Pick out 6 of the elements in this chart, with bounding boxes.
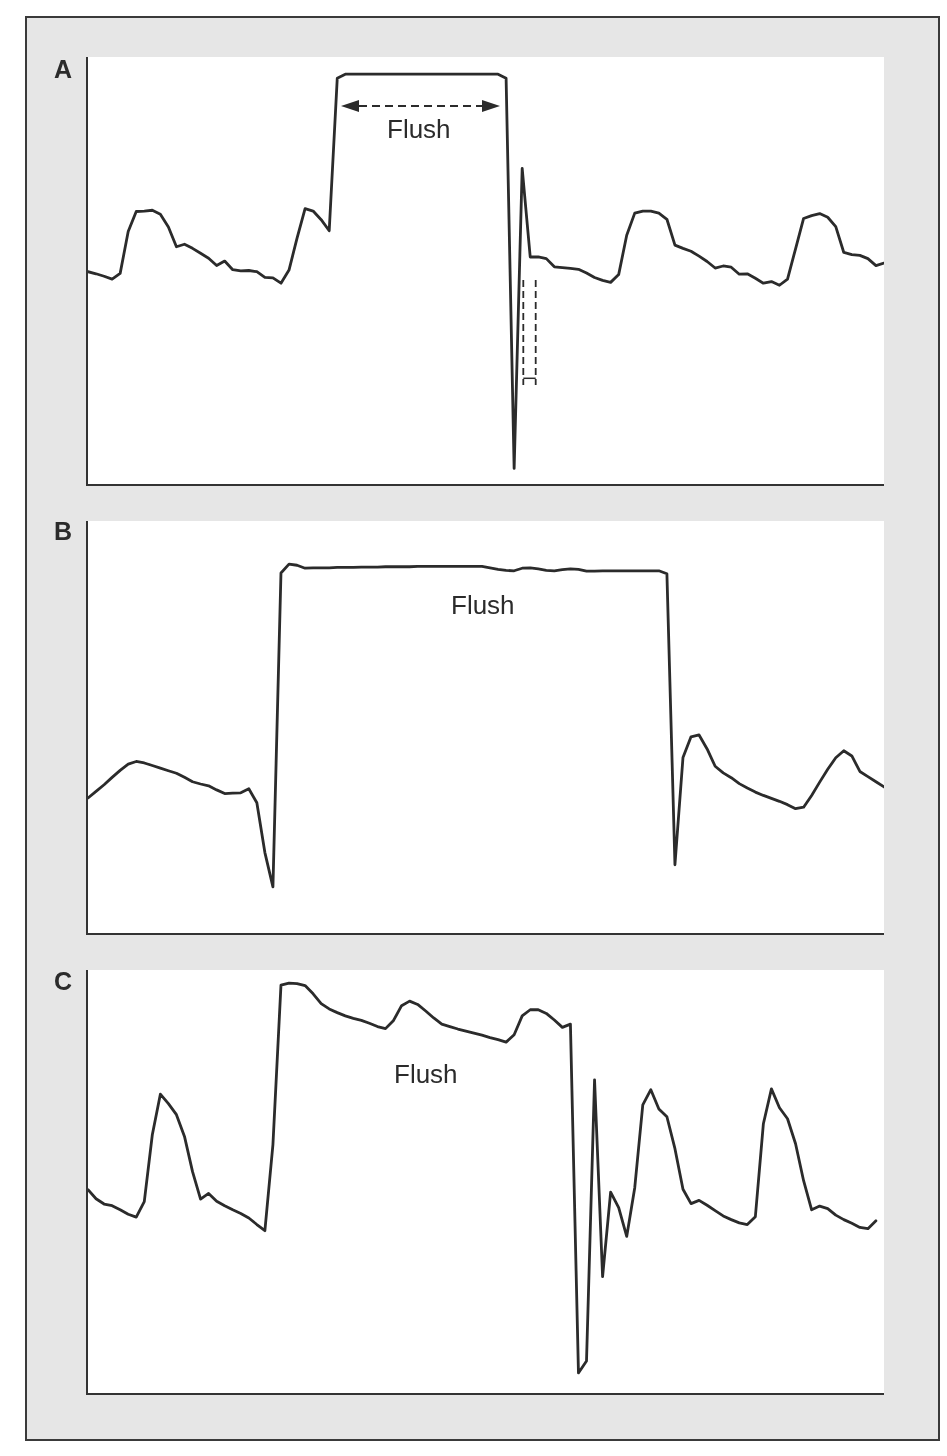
chart-title: A (54, 54, 73, 83)
chart-title: C (54, 966, 73, 995)
annotation: Flush (451, 590, 515, 620)
chart-title: B (54, 516, 73, 545)
annotation: Flush (387, 114, 451, 144)
annotation: Flush (394, 1059, 458, 1089)
